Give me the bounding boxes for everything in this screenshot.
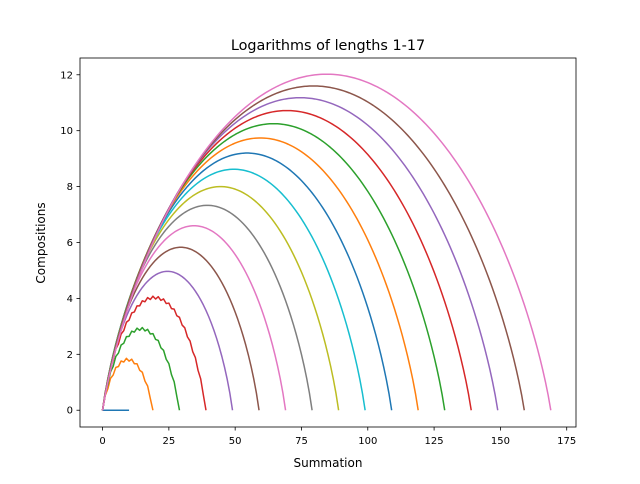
y-tick-label: 8 (67, 182, 73, 193)
y-axis-label: Compositions (34, 202, 48, 283)
series-layer (101, 73, 552, 411)
chart-title: Logarithms of lengths 1-17 (231, 38, 425, 54)
y-tick-label: 12 (60, 70, 73, 81)
x-tick-label: 75 (295, 436, 308, 447)
series-line-length-17 (101, 73, 552, 411)
series-line-length-2 (101, 357, 154, 411)
y-tick-label: 10 (60, 126, 73, 137)
axes-layer: 0 25 50 75 100 125 150 175 0 2 4 6 8 10 12 (60, 57, 577, 447)
y-tick-label: 0 (67, 406, 73, 417)
y-tick-label: 2 (67, 350, 73, 361)
x-tick-label: 0 (99, 436, 105, 447)
y-tick-label: 6 (67, 238, 73, 249)
series-line-length-3 (101, 326, 181, 411)
x-tick-label: 50 (229, 436, 242, 447)
x-tick-label: 175 (557, 436, 576, 447)
x-tick-label: 25 (162, 436, 175, 447)
x-tick-label: 150 (491, 436, 510, 447)
x-tick-label: 100 (358, 436, 377, 447)
x-axis-label: Summation (294, 456, 363, 470)
x-tick-label: 125 (425, 436, 444, 447)
y-tick-label: 4 (67, 294, 73, 305)
series-line-length-4 (101, 295, 207, 411)
